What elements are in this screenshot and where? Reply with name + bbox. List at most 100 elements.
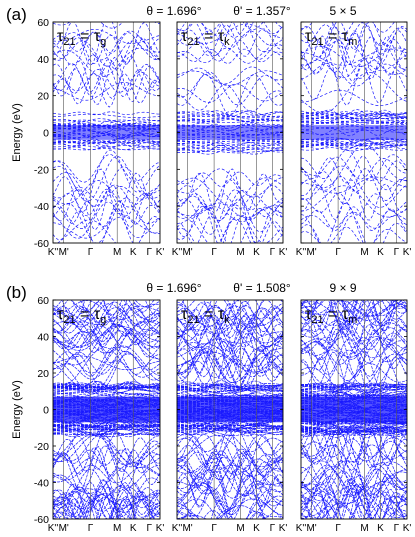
band — [177, 453, 283, 478]
x-tick-label: Γ — [211, 523, 217, 534]
band — [177, 358, 283, 378]
band — [177, 343, 283, 366]
band — [53, 32, 160, 70]
band — [177, 214, 283, 243]
x-tick-label: K' — [403, 247, 412, 258]
band — [177, 315, 283, 347]
y-tick-label: 60 — [37, 295, 49, 307]
band — [53, 216, 160, 239]
band — [53, 417, 160, 427]
band — [301, 139, 407, 144]
y-tick-label: 40 — [37, 54, 49, 66]
band-cluster — [177, 396, 283, 423]
band — [53, 481, 160, 519]
x-tick-label: K — [377, 523, 384, 534]
band — [53, 433, 160, 468]
band — [301, 113, 407, 120]
band — [177, 74, 283, 116]
x-tick-label: Γ — [394, 523, 400, 534]
band — [301, 32, 407, 73]
subplot-label-label-rhs-sub: g — [100, 36, 106, 48]
band — [53, 497, 160, 513]
x-tick-label: K — [130, 523, 137, 534]
band — [177, 314, 283, 351]
band — [177, 148, 283, 152]
x-tick-label: K' — [156, 523, 165, 534]
band — [177, 148, 283, 155]
band — [53, 428, 160, 433]
band — [301, 22, 395, 35]
subplot-label-label-sub: 21 — [311, 314, 323, 326]
band — [301, 300, 407, 326]
subplot-label-label-rhs: τ — [342, 28, 349, 45]
band — [177, 434, 283, 467]
subplot-label-label-rhs-sub: k — [224, 36, 230, 48]
band — [53, 434, 160, 468]
band — [177, 22, 283, 57]
x-tick-label: M' — [59, 247, 69, 258]
x-tick-label: Γ — [394, 247, 400, 258]
band — [177, 427, 283, 431]
band — [53, 146, 160, 151]
band — [177, 145, 283, 153]
band — [53, 47, 160, 78]
band — [53, 495, 160, 519]
band — [177, 425, 283, 430]
band — [301, 300, 407, 324]
band — [301, 206, 407, 231]
band — [53, 488, 160, 519]
band — [53, 72, 160, 108]
subplot-label-label-rhs: τ — [218, 28, 225, 45]
y-tick-label: 20 — [37, 91, 49, 103]
band — [301, 481, 407, 504]
subplot-label: τ21 = τg — [57, 306, 106, 326]
band — [177, 189, 283, 221]
x-tick-label: Γ — [147, 247, 153, 258]
band — [177, 193, 283, 210]
subplot-1: K'' M' Γ M K Γ K'τ21 = τg — [48, 21, 164, 258]
band — [53, 303, 160, 342]
band — [301, 144, 407, 188]
band — [53, 326, 160, 348]
band — [301, 143, 407, 149]
band — [301, 147, 407, 152]
band — [53, 118, 160, 123]
band — [301, 323, 407, 351]
band — [177, 117, 283, 124]
x-tick-label: K'' — [48, 523, 59, 534]
band — [177, 382, 283, 389]
band — [301, 320, 407, 342]
band — [177, 316, 283, 349]
subplot-label-label-rhs-sub: g — [100, 314, 106, 326]
band — [177, 457, 283, 476]
band — [301, 117, 407, 120]
x-tick-label: M' — [182, 247, 192, 258]
band — [53, 207, 160, 243]
band — [177, 47, 283, 64]
band — [53, 392, 160, 398]
y-tick-label: 0 — [43, 405, 49, 417]
band — [301, 504, 407, 519]
band — [177, 428, 283, 434]
band — [177, 386, 283, 395]
band — [177, 114, 283, 118]
band — [301, 111, 407, 118]
band — [301, 477, 407, 512]
band — [177, 338, 283, 373]
band — [301, 390, 407, 396]
band — [301, 36, 407, 82]
panel-title-part: 5 × 5 — [329, 4, 356, 18]
band — [177, 456, 283, 497]
band — [53, 486, 160, 502]
band — [53, 148, 160, 151]
band — [53, 457, 160, 489]
band — [177, 71, 283, 106]
band — [177, 474, 283, 514]
band — [53, 185, 160, 230]
band — [301, 451, 407, 495]
subplot-2: K'' M' Γ M K Γ K'τ21 = τk — [172, 21, 287, 258]
band — [53, 424, 160, 466]
band — [301, 430, 407, 469]
band — [177, 314, 283, 339]
band — [179, 487, 283, 519]
